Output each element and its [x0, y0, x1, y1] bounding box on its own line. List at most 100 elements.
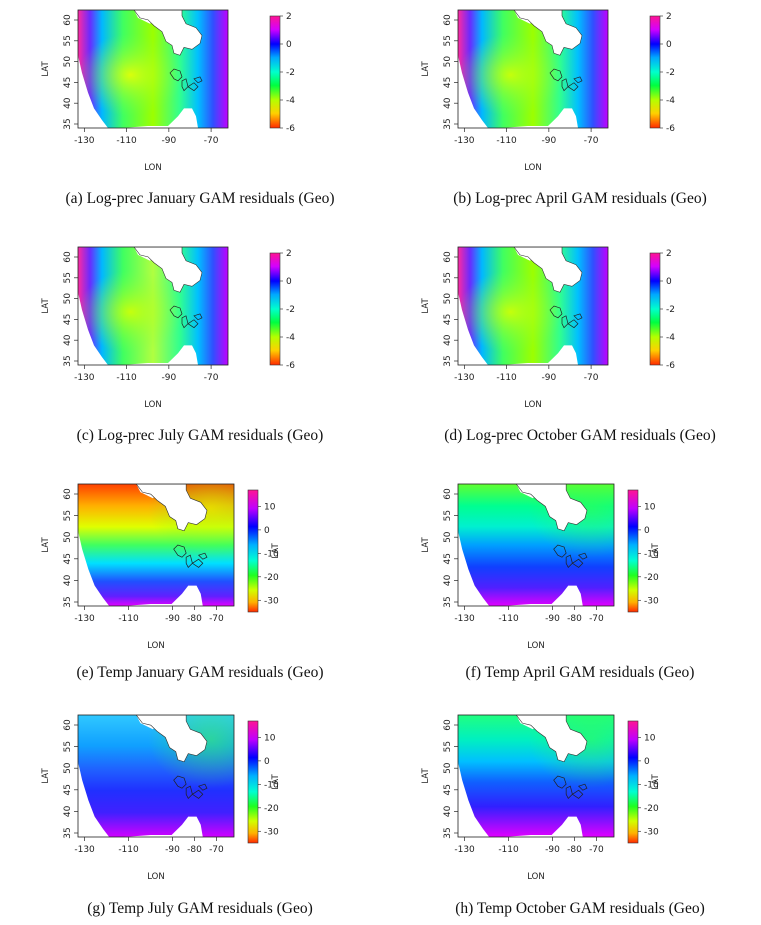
scale-tick-label: 0: [286, 40, 292, 50]
scale-tick-label: -20: [264, 573, 279, 583]
map-plot-area: [458, 247, 608, 365]
y-tick-label: 45: [443, 553, 453, 564]
plot-frame: [457, 714, 615, 838]
hudson-bay: [133, 10, 203, 56]
y-tick-label: 50: [443, 531, 453, 543]
y-axis-title: LAT: [41, 537, 51, 553]
plot-frame: [77, 714, 235, 838]
y-tick-label: 55: [443, 272, 453, 283]
x-tick-label: -90: [161, 136, 176, 146]
y-tick-label: 55: [443, 35, 453, 46]
scale-tick-label: -2: [286, 68, 295, 78]
x-axis-title: LON: [147, 872, 164, 882]
map-plot-area: [458, 715, 614, 837]
scale-tick-label: -20: [644, 573, 659, 583]
scale-overlay-label: LAT: [271, 543, 281, 559]
y-tick-label: 35: [63, 118, 73, 129]
scale-tick-label: -30: [264, 596, 279, 606]
map-plot-area: [78, 10, 228, 128]
y-tick-label: 50: [443, 56, 453, 68]
map-figure: 35 40 45 50 55 60 LAT -130 -110 -90 -80 -70 LON 10 0 -1…: [41, 714, 281, 882]
x-tick-label: -110: [118, 845, 139, 855]
y-tick-label: 50: [63, 762, 73, 774]
scale-tick-label: 2: [666, 12, 672, 22]
great-lakes-outline: [173, 544, 208, 568]
y-tick-label: 60: [443, 719, 453, 731]
y-tick-label: 45: [443, 784, 453, 795]
x-tick-label: -90: [541, 136, 556, 146]
map-figure: 35 40 45 50 55 60 LAT -130 -110 -90 -80 -70 LON 10 0 -1…: [421, 483, 661, 651]
scale-tick-label: -6: [666, 124, 675, 134]
y-tick-label: 50: [443, 762, 453, 774]
color-scale-bar: [627, 489, 639, 613]
x-tick-label: -130: [454, 614, 475, 624]
scale-tick-label: -10: [644, 549, 659, 559]
x-tick-label: -80: [187, 845, 202, 855]
plot-frame: [77, 483, 235, 607]
y-tick-label: 55: [63, 272, 73, 283]
scale-tick-label: -6: [666, 361, 675, 371]
y-axis-title: LAT: [421, 298, 431, 314]
plot-frame: [457, 483, 615, 607]
x-tick-label: -80: [567, 614, 582, 624]
x-axis-title: LON: [524, 163, 541, 173]
map-plot-area: [78, 715, 234, 837]
scale-tick-label: 10: [264, 733, 276, 743]
scale-tick-label: 0: [264, 526, 270, 536]
great-lakes-outline: [553, 775, 588, 799]
color-scale-bar: [269, 252, 281, 366]
map-plot-area: [458, 484, 614, 606]
x-tick-label: -110: [118, 614, 139, 624]
map-plot-area: [78, 247, 228, 365]
y-tick-label: 60: [443, 251, 453, 263]
great-lakes-outline: [169, 305, 203, 329]
x-tick-label: -70: [204, 373, 219, 383]
y-tick-label: 40: [63, 574, 73, 586]
great-lakes-outline: [549, 68, 583, 92]
scale-tick-label: 0: [286, 277, 292, 287]
scale-tick-label: -10: [644, 780, 659, 790]
y-tick-label: 45: [443, 314, 453, 325]
x-axis-title: LON: [144, 163, 161, 173]
scale-tick-label: -20: [644, 804, 659, 814]
y-tick-label: 40: [63, 334, 73, 346]
y-tick-label: 50: [63, 293, 73, 305]
x-tick-label: -70: [209, 845, 224, 855]
map-panel-b: 35 40 45 50 55 60 LAT -130 -110 -90 -70 LON 2 0 -2 -4 -6…: [400, 0, 760, 220]
y-tick-label: 40: [443, 334, 453, 346]
scale-tick-label: 0: [644, 757, 650, 767]
scale-tick-label: 2: [286, 249, 292, 259]
y-tick-label: 35: [443, 355, 453, 366]
map-figure: 35 40 45 50 55 60 LAT -130 -110 -90 -70 LON 2 0 -2 -4 -6: [421, 246, 675, 410]
scale-tick-label: -6: [286, 124, 295, 134]
scale-tick-label: 10: [644, 502, 656, 512]
plot-frame: [77, 9, 229, 129]
y-tick-label: 35: [443, 118, 453, 129]
map-figure: 35 40 45 50 55 60 LAT -130 -110 -90 -80 -70 LON 10 0 -1…: [421, 714, 661, 882]
hudson-bay: [133, 247, 203, 293]
x-axis-title: LON: [527, 641, 544, 651]
color-scale-bar: [269, 15, 281, 129]
hudson-bay: [515, 715, 588, 763]
y-axis-title: LAT: [421, 61, 431, 77]
y-tick-label: 40: [443, 574, 453, 586]
hudson-bay: [135, 484, 208, 532]
y-tick-label: 60: [443, 488, 453, 500]
great-lakes-outline: [553, 544, 588, 568]
scale-tick-label: -4: [286, 333, 295, 343]
x-tick-label: -90: [165, 845, 180, 855]
great-lakes-outline: [549, 305, 583, 329]
map-figure: 35 40 45 50 55 60 LAT -130 -110 -90 -70 LON 2 0 -2 -4 -6: [421, 9, 675, 173]
y-tick-label: 55: [63, 35, 73, 46]
scale-tick-label: -2: [666, 68, 675, 78]
y-tick-label: 35: [443, 596, 453, 607]
color-scale-bar: [627, 720, 639, 844]
x-tick-label: -130: [454, 845, 475, 855]
panel-caption: (a) Log-prec January GAM residuals (Geo): [65, 190, 335, 207]
panel-caption: (b) Log-prec April GAM residuals (Geo): [453, 190, 707, 207]
y-tick-label: 50: [443, 293, 453, 305]
color-scale-bar: [649, 252, 661, 366]
scale-tick-label: -4: [666, 333, 675, 343]
y-tick-label: 60: [63, 719, 73, 731]
scale-overlay-label: LAT: [651, 543, 661, 559]
